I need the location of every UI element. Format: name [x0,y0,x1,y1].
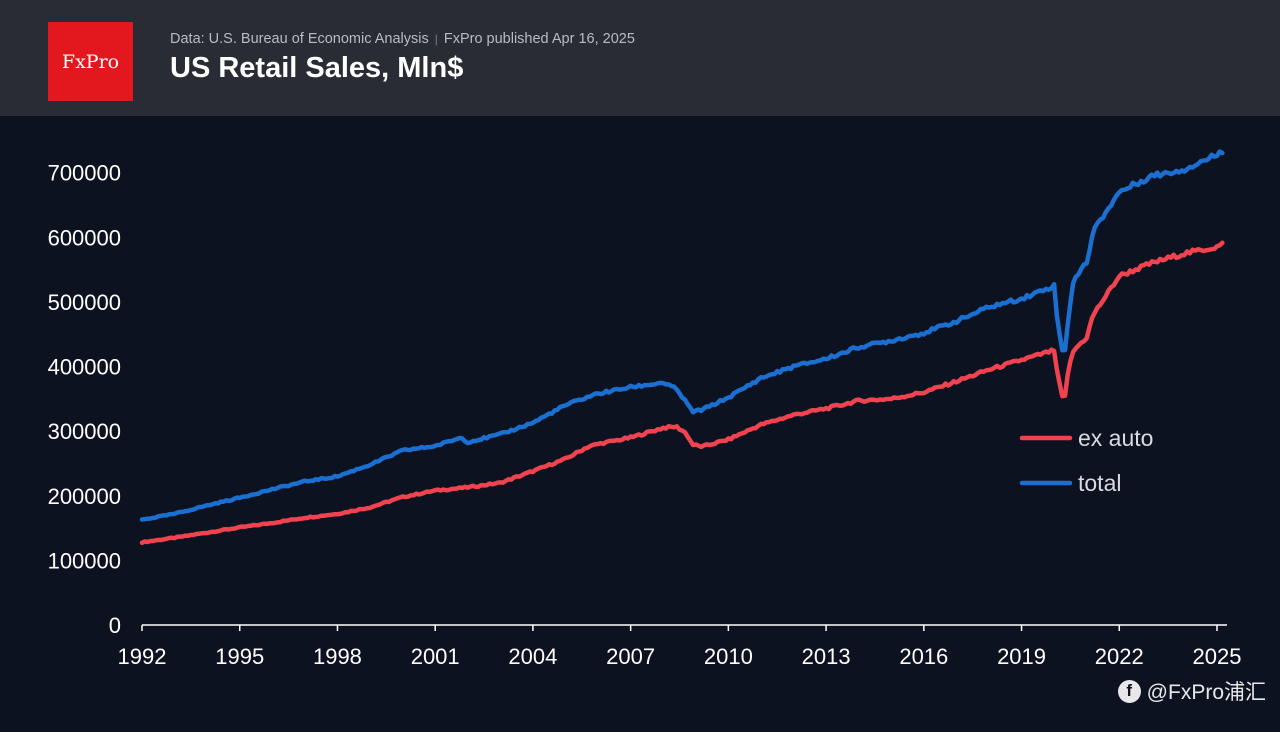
y-tick-label: 400000 [48,355,121,380]
x-tick-label: 2007 [606,644,655,669]
y-tick-label: 300000 [48,419,121,444]
chart-title: US Retail Sales, Mln$ [170,52,464,84]
y-tick-label: 0 [109,613,121,638]
watermark: f @FxPro浦汇 [1117,676,1266,706]
y-tick-label: 200000 [48,484,121,509]
source-line: Data: U.S. Bureau of Economic Analysis | F… [170,31,635,47]
y-tick-label: 100000 [48,548,121,573]
watermark-text: @FxPro浦汇 [1146,681,1266,704]
facebook-icon: f [1117,679,1141,703]
series-line-total [139,149,1225,522]
published-date: FxPro published Apr 16, 2025 [443,31,635,47]
x-tick-label: 1992 [118,644,167,669]
header-bar: FxPro Data: U.S. Bureau of Economic Anal… [0,0,1280,116]
logo-text: FxPro [61,50,120,73]
x-tick-label: 1995 [215,644,264,669]
x-tick-label: 2013 [802,644,851,669]
x-tick-label: 2025 [1193,644,1242,669]
legend-label-total: total [1078,470,1121,496]
fxpro-logo: FxPro [48,22,133,101]
x-tick-label: 1998 [313,644,362,669]
series-line-ex-auto [139,240,1225,546]
data-source: Data: U.S. Bureau of Economic Analysis [170,31,429,47]
y-tick-label: 500000 [48,290,121,315]
x-tick-label: 2022 [1095,644,1144,669]
separator: | [434,32,438,46]
x-tick-label: 2001 [411,644,460,669]
x-tick-label: 2019 [997,644,1046,669]
legend-label-ex-auto: ex auto [1078,425,1153,451]
y-tick-label: 700000 [48,161,121,186]
y-tick-label: 600000 [48,225,121,250]
x-tick-label: 2010 [704,644,753,669]
x-tick-label: 2004 [508,644,557,669]
x-tick-label: 2016 [899,644,948,669]
